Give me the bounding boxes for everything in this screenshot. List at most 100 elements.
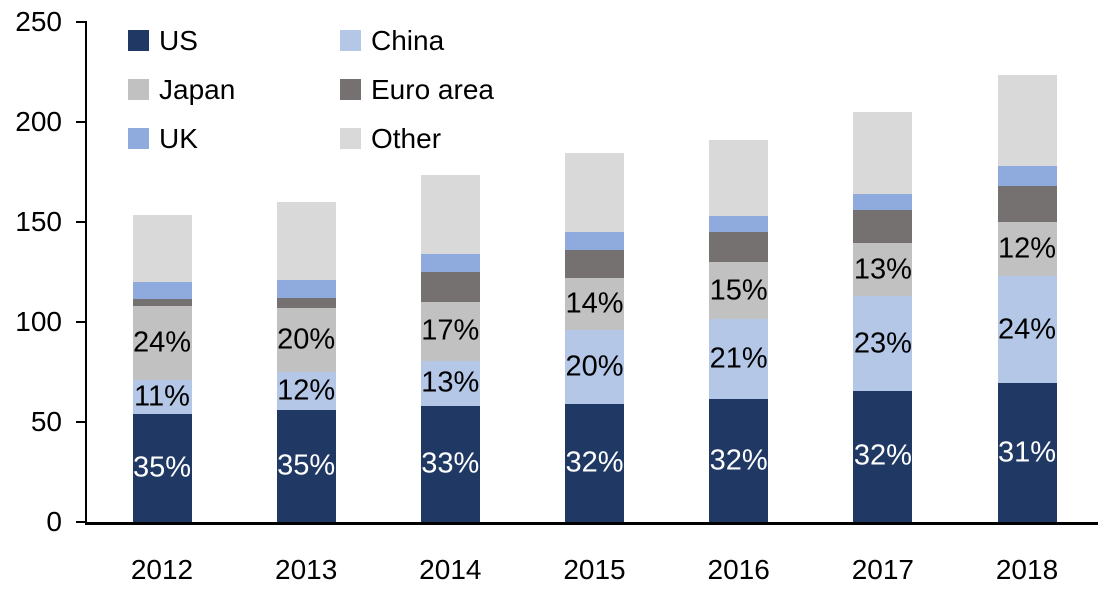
bar-segment-euro-area-2017 bbox=[853, 209, 913, 243]
segment-label-us-2018: 31% bbox=[997, 436, 1057, 469]
bar-segment-us-2015 bbox=[565, 403, 624, 522]
legend-swatch-euro-area bbox=[340, 79, 361, 100]
bar-segment-uk-2016 bbox=[709, 216, 769, 233]
legend-item-euro-area: Euro area bbox=[340, 65, 494, 114]
segment-label-japan-2012: 24% bbox=[132, 326, 192, 359]
segment-label-japan-2015: 14% bbox=[565, 287, 624, 320]
bar-segment-china-2014 bbox=[420, 360, 480, 406]
segment-label-japan-2014: 17% bbox=[421, 314, 480, 347]
segment-label-china-2015: 20% bbox=[565, 350, 624, 383]
bar-segment-china-2015 bbox=[565, 330, 624, 404]
y-tick-mark bbox=[76, 21, 85, 23]
bar-segment-china-2018 bbox=[997, 276, 1057, 384]
legend: US China Japan Euro area UK Other bbox=[128, 16, 494, 163]
legend-item-us: US bbox=[128, 16, 340, 65]
bar-segment-uk-2015 bbox=[565, 232, 624, 251]
bar-segment-euro-area-2013 bbox=[276, 298, 336, 308]
segment-label-china-2012: 11% bbox=[134, 380, 190, 413]
bar-segment-other-2015 bbox=[565, 152, 624, 233]
y-tick-mark bbox=[76, 221, 85, 223]
segment-label-us-2017: 32% bbox=[853, 439, 912, 472]
segment-label-china-2014: 13% bbox=[421, 366, 480, 399]
bar-segment-us-2013 bbox=[276, 410, 336, 522]
bar-segment-japan-2014 bbox=[420, 301, 480, 361]
segment-label-japan-2016: 15% bbox=[709, 274, 768, 307]
x-axis-line bbox=[85, 522, 1098, 525]
y-tick-label-100: 100 bbox=[15, 306, 62, 337]
segment-label-us-2015: 32% bbox=[565, 446, 624, 479]
bar-segment-japan-2015 bbox=[565, 278, 624, 330]
y-tick-label-200: 200 bbox=[15, 106, 62, 137]
legend-label-other: Other bbox=[371, 122, 442, 154]
legend-swatch-other bbox=[340, 128, 361, 149]
legend-swatch-china bbox=[340, 30, 361, 51]
bar-segment-us-2017 bbox=[853, 390, 913, 522]
bar-segment-us-2012 bbox=[132, 414, 192, 522]
segment-label-china-2018: 24% bbox=[997, 313, 1057, 346]
legend-item-china: China bbox=[340, 16, 494, 65]
bar-segment-china-2016 bbox=[709, 319, 769, 400]
bar-segment-japan-2012 bbox=[132, 306, 192, 380]
legend-swatch-japan bbox=[128, 79, 149, 100]
bar-segment-uk-2018 bbox=[997, 165, 1057, 186]
bar-segment-other-2016 bbox=[709, 139, 769, 217]
bar-segment-us-2014 bbox=[420, 406, 480, 522]
legend-label-us: US bbox=[159, 24, 198, 56]
bar-segment-japan-2016 bbox=[709, 262, 769, 319]
segment-label-us-2014: 33% bbox=[421, 447, 480, 480]
bar-segment-uk-2014 bbox=[420, 254, 480, 273]
bar-segment-china-2013 bbox=[276, 371, 336, 410]
bar-segment-other-2017 bbox=[853, 112, 913, 194]
y-tick-label-50: 50 bbox=[30, 406, 62, 437]
x-tick-label-2013: 2013 bbox=[275, 554, 338, 585]
bar-segment-uk-2012 bbox=[132, 282, 192, 299]
legend-item-japan: Japan bbox=[128, 65, 340, 114]
legend-label-china: China bbox=[371, 24, 445, 56]
bar-segment-euro-area-2015 bbox=[565, 250, 624, 279]
y-axis-line bbox=[85, 21, 87, 525]
legend-label-japan: Japan bbox=[159, 73, 236, 105]
bar-segment-other-2014 bbox=[420, 174, 480, 255]
bar-segment-china-2012 bbox=[132, 380, 192, 414]
legend-item-other: Other bbox=[340, 114, 494, 163]
segment-label-china-2017: 23% bbox=[853, 327, 912, 360]
segment-label-us-2013: 35% bbox=[277, 449, 336, 482]
y-tick-label-0: 0 bbox=[46, 506, 62, 537]
segment-label-china-2016: 21% bbox=[709, 342, 768, 375]
bar-segment-china-2017 bbox=[853, 296, 913, 391]
legend-label-euro-area: Euro area bbox=[371, 73, 494, 105]
legend-swatch-us bbox=[128, 30, 149, 51]
bar-segment-uk-2013 bbox=[276, 280, 336, 299]
segment-label-us-2012: 35% bbox=[132, 451, 192, 484]
segment-label-china-2013: 12% bbox=[277, 374, 336, 407]
bar-segment-euro-area-2016 bbox=[709, 232, 769, 263]
bar-segment-euro-area-2014 bbox=[420, 272, 480, 302]
bar-segment-other-2013 bbox=[276, 201, 336, 281]
legend-swatch-uk bbox=[128, 128, 149, 149]
bar-segment-uk-2017 bbox=[853, 194, 913, 210]
x-tick-label-2014: 2014 bbox=[419, 554, 482, 585]
legend-label-uk: UK bbox=[159, 122, 198, 154]
segment-label-us-2016: 32% bbox=[709, 444, 768, 477]
x-tick-label-2012: 2012 bbox=[130, 554, 194, 585]
y-tick-mark bbox=[76, 321, 85, 323]
segment-label-japan-2018: 12% bbox=[997, 232, 1057, 265]
bar-segment-japan-2018 bbox=[997, 222, 1057, 277]
bar-segment-japan-2013 bbox=[276, 307, 336, 372]
x-tick-label-2018: 2018 bbox=[995, 554, 1059, 585]
bar-segment-other-2012 bbox=[132, 214, 192, 282]
bar-segment-us-2018 bbox=[997, 383, 1057, 522]
x-tick-label-2016: 2016 bbox=[707, 554, 770, 585]
y-tick-mark bbox=[76, 521, 85, 523]
y-tick-mark bbox=[76, 121, 85, 123]
legend-item-uk: UK bbox=[128, 114, 340, 163]
bar-segment-other-2018 bbox=[997, 75, 1057, 166]
segment-label-japan-2013: 20% bbox=[277, 323, 336, 356]
bar-segment-euro-area-2012 bbox=[132, 299, 192, 306]
x-tick-label-2015: 2015 bbox=[563, 554, 626, 585]
y-tick-mark bbox=[76, 421, 85, 423]
y-tick-label-150: 150 bbox=[15, 206, 62, 237]
x-tick-label-2017: 2017 bbox=[851, 554, 914, 585]
bar-segment-euro-area-2018 bbox=[997, 185, 1057, 223]
